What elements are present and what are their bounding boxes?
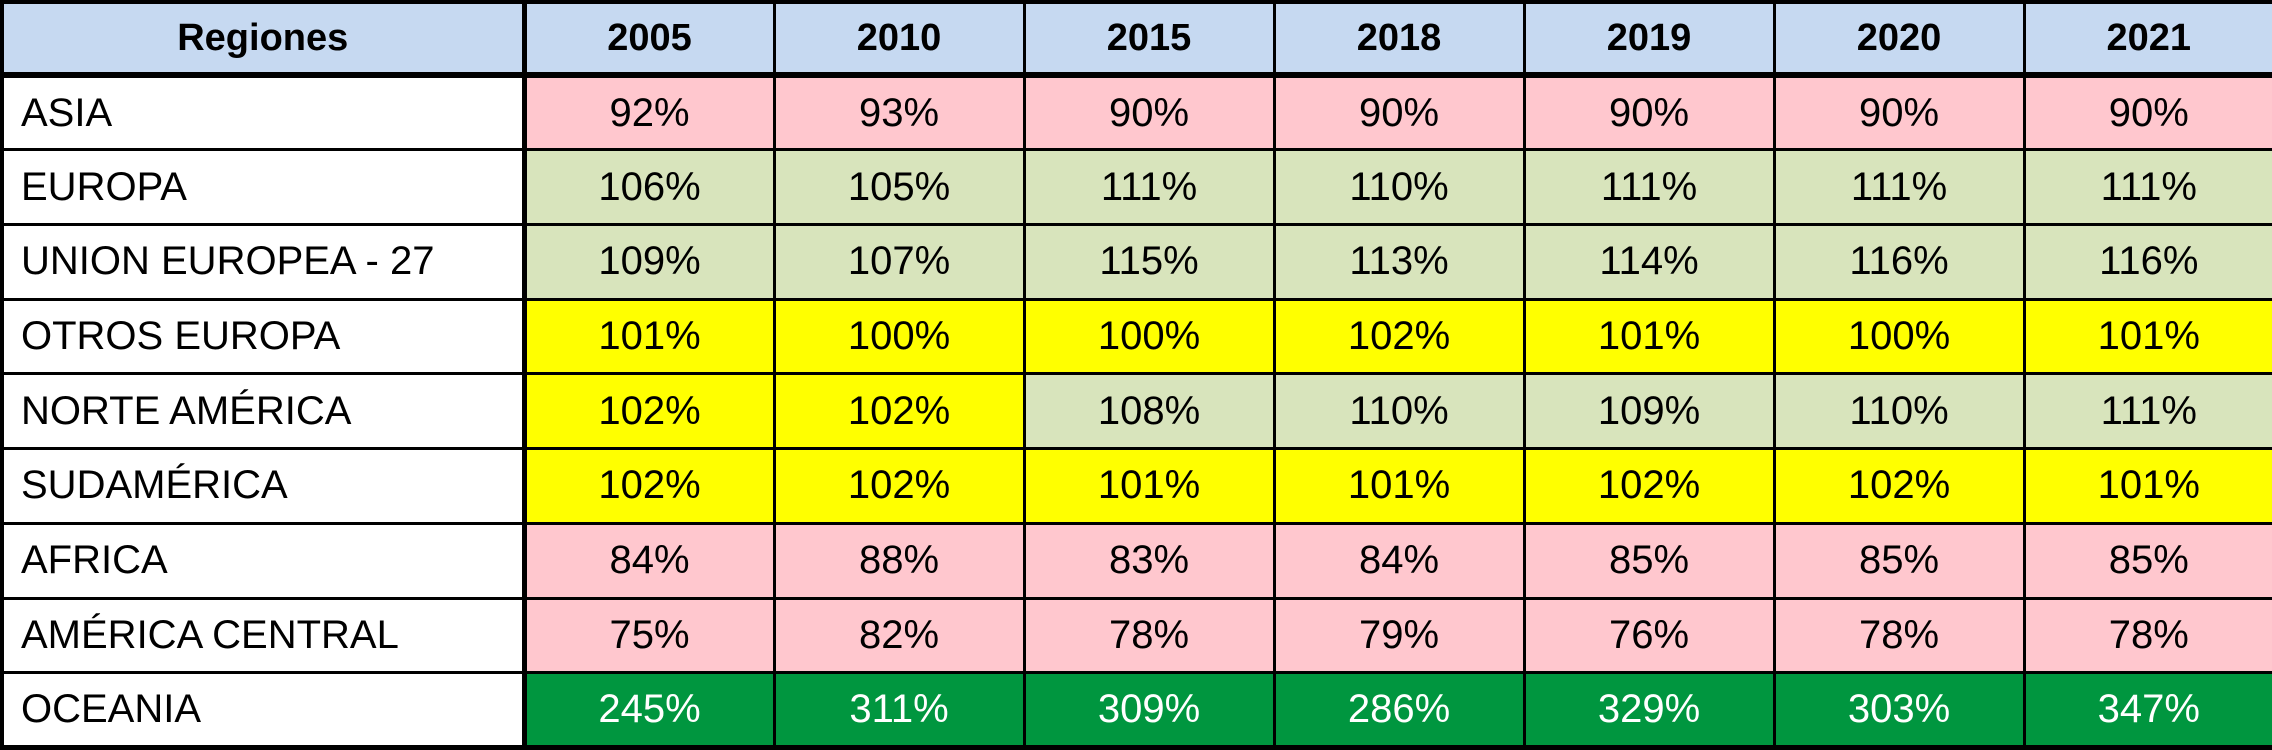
value-cell-2019: 114% (1522, 222, 1776, 301)
value-cell-2018: 101% (1272, 447, 1526, 525)
value-cell-2010: 107% (772, 222, 1026, 301)
value-cell-2010: 102% (772, 372, 1026, 451)
value-cell-2021: 101% (2022, 297, 2272, 376)
region-name-cell: AMÉRICA CENTRAL (0, 596, 527, 675)
value-cell-2015: 83% (1022, 521, 1276, 600)
value-cell-2015: 100% (1022, 297, 1276, 376)
header-year-2020: 2020 (1772, 0, 2026, 78)
region-name-cell: OCEANIA (0, 671, 527, 750)
value-cell-2019: 101% (1522, 297, 1776, 376)
value-cell-2018: 79% (1272, 596, 1526, 675)
value-cell-2021: 101% (2022, 447, 2272, 525)
value-cell-2019: 109% (1522, 372, 1776, 451)
table-body: ASIA 92% 93% 90% 90% 90% 90% 90% EUROPA 106% 105% 1… (0, 73, 2272, 750)
table-row: UNION EUROPEA - 27 109% 107% 115% 113% 114% 11… (0, 222, 2272, 301)
table-row: OTROS EUROPA 101% 100% 100% 102% 101% 100% 101% (0, 297, 2272, 376)
value-cell-2021: 78% (2022, 596, 2272, 675)
value-cell-2010: 105% (772, 148, 1026, 226)
value-cell-2019: 76% (1522, 596, 1776, 675)
table-row: AMÉRICA CENTRAL 75% 82% 78% 79% 76% 78% 78% (0, 596, 2272, 675)
value-cell-2019: 90% (1522, 73, 1776, 152)
value-cell-2015: 101% (1022, 447, 1276, 525)
region-name-cell: SUDAMÉRICA (0, 447, 527, 525)
value-cell-2005: 102% (522, 372, 776, 451)
header-year-2019: 2019 (1522, 0, 1776, 78)
value-cell-2021: 90% (2022, 73, 2272, 152)
value-cell-2019: 85% (1522, 521, 1776, 600)
region-name-cell: NORTE AMÉRICA (0, 372, 527, 451)
region-name-cell: AFRICA (0, 521, 527, 600)
value-cell-2015: 115% (1022, 222, 1276, 301)
value-cell-2020: 111% (1772, 148, 2026, 226)
value-cell-2005: 92% (522, 73, 776, 152)
value-cell-2015: 111% (1022, 148, 1276, 226)
value-cell-2005: 101% (522, 297, 776, 376)
value-cell-2015: 90% (1022, 73, 1276, 152)
value-cell-2005: 102% (522, 447, 776, 525)
value-cell-2010: 100% (772, 297, 1026, 376)
header-year-2021: 2021 (2022, 0, 2272, 78)
value-cell-2021: 111% (2022, 372, 2272, 451)
value-cell-2015: 309% (1022, 671, 1276, 750)
value-cell-2005: 245% (522, 671, 776, 750)
header-year-2010: 2010 (772, 0, 1026, 78)
table-row: NORTE AMÉRICA 102% 102% 108% 110% 109% 110% 111… (0, 372, 2272, 451)
value-cell-2019: 111% (1522, 148, 1776, 226)
value-cell-2015: 108% (1022, 372, 1276, 451)
region-name-cell: EUROPA (0, 148, 527, 226)
value-cell-2021: 116% (2022, 222, 2272, 301)
value-cell-2005: 109% (522, 222, 776, 301)
table-row: OCEANIA 245% 311% 309% 286% 329% 303% 347% (0, 671, 2272, 750)
value-cell-2005: 75% (522, 596, 776, 675)
header-regiones: Regiones (0, 0, 527, 78)
value-cell-2019: 329% (1522, 671, 1776, 750)
table-row: SUDAMÉRICA 102% 102% 101% 101% 102% 102% 101% (0, 447, 2272, 525)
value-cell-2010: 88% (772, 521, 1026, 600)
value-cell-2010: 82% (772, 596, 1026, 675)
value-cell-2020: 100% (1772, 297, 2026, 376)
table-header: Regiones 2005 2010 2015 2018 2019 2020 2021 (0, 0, 2272, 78)
table-row: EUROPA 106% 105% 111% 110% 111% 111% 111% (0, 148, 2272, 226)
value-cell-2018: 102% (1272, 297, 1526, 376)
value-cell-2020: 116% (1772, 222, 2026, 301)
header-year-2018: 2018 (1272, 0, 1526, 78)
value-cell-2020: 102% (1772, 447, 2026, 525)
header-row: Regiones 2005 2010 2015 2018 2019 2020 2021 (0, 0, 2272, 78)
value-cell-2021: 85% (2022, 521, 2272, 600)
header-year-2015: 2015 (1022, 0, 1276, 78)
value-cell-2020: 110% (1772, 372, 2026, 451)
value-cell-2010: 311% (772, 671, 1026, 750)
value-cell-2018: 113% (1272, 222, 1526, 301)
value-cell-2020: 78% (1772, 596, 2026, 675)
region-name-cell: UNION EUROPEA - 27 (0, 222, 527, 301)
region-name-cell: OTROS EUROPA (0, 297, 527, 376)
value-cell-2021: 111% (2022, 148, 2272, 226)
value-cell-2021: 347% (2022, 671, 2272, 750)
value-cell-2018: 84% (1272, 521, 1526, 600)
table-row: ASIA 92% 93% 90% 90% 90% 90% 90% (0, 73, 2272, 152)
header-year-2005: 2005 (522, 0, 776, 78)
value-cell-2005: 106% (522, 148, 776, 226)
value-cell-2018: 90% (1272, 73, 1526, 152)
value-cell-2018: 110% (1272, 148, 1526, 226)
value-cell-2015: 78% (1022, 596, 1276, 675)
value-cell-2010: 102% (772, 447, 1026, 525)
value-cell-2018: 110% (1272, 372, 1526, 451)
region-name-cell: ASIA (0, 73, 527, 152)
value-cell-2020: 85% (1772, 521, 2026, 600)
value-cell-2020: 90% (1772, 73, 2026, 152)
value-cell-2018: 286% (1272, 671, 1526, 750)
value-cell-2020: 303% (1772, 671, 2026, 750)
value-cell-2010: 93% (772, 73, 1026, 152)
value-cell-2019: 102% (1522, 447, 1776, 525)
table-row: AFRICA 84% 88% 83% 84% 85% 85% 85% (0, 521, 2272, 600)
value-cell-2005: 84% (522, 521, 776, 600)
